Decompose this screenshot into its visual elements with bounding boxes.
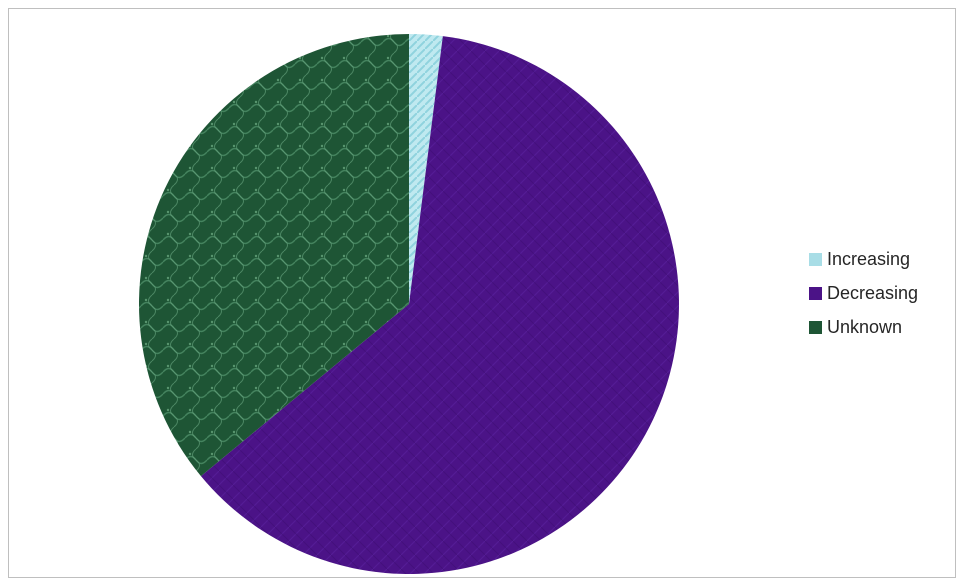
legend-label-increasing: Increasing [827, 248, 911, 269]
pie-slice-increasing [409, 34, 443, 304]
legend-item-increasing: Increasing [809, 246, 918, 272]
pie-slice-unknown [138, 34, 409, 477]
legend-item-unknown: Unknown [809, 314, 918, 340]
legend-label-decreasing: Decreasing [827, 282, 919, 303]
legend-swatch-increasing [809, 252, 822, 266]
legend-label-unknown: Unknown [827, 316, 903, 337]
legend: Increasing Decreasing Unknown [809, 246, 918, 348]
legend-item-decreasing: Decreasing [809, 280, 918, 306]
pie-chart [138, 34, 679, 574]
chart-area: Increasing Decreasing Unknown [8, 8, 956, 578]
legend-swatch-unknown [809, 320, 822, 334]
legend-swatch-decreasing [809, 286, 822, 300]
pie-slice-decreasing [200, 36, 679, 574]
